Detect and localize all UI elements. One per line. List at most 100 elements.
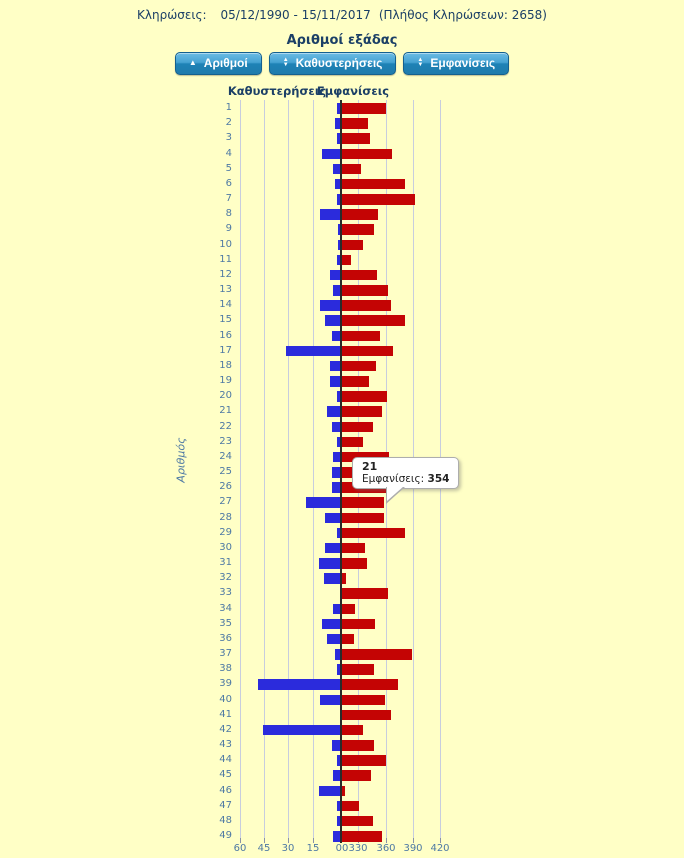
delay-bar[interactable] [322,148,340,159]
delay-bar[interactable] [330,376,340,387]
appearance-bar[interactable] [342,527,405,539]
delay-bar[interactable] [333,831,340,842]
appearance-bar[interactable] [342,800,360,812]
delay-bar[interactable] [320,694,340,706]
appearance-bar[interactable] [342,633,354,645]
appearance-bar[interactable] [342,815,373,827]
appearance-bar[interactable] [342,542,365,554]
delay-bar[interactable] [333,285,340,296]
sort-by-number-button[interactable]: ▲ Αριθμοί [174,52,262,75]
appearance-bar[interactable] [342,694,386,706]
delay-bar[interactable] [326,406,340,417]
delay-bar[interactable] [326,633,340,645]
appearance-bar[interactable] [342,649,413,660]
appearance-bar[interactable] [342,421,373,433]
appearance-bar[interactable] [342,209,378,220]
appearance-bar[interactable] [342,269,378,281]
tooltip: 21 Εμφανίσεις: 354 [352,457,460,504]
appearance-bar[interactable] [342,376,369,387]
appearance-bar[interactable] [342,300,391,311]
sort-by-appearances-button[interactable]: ▲ ▼ Εμφανίσεις [403,52,510,75]
delay-bar[interactable] [333,603,340,615]
delay-bar[interactable] [320,300,340,311]
draws-label: Κληρώσεις: [137,8,207,22]
appearance-bar[interactable] [342,770,371,781]
delay-bar[interactable] [331,482,340,493]
appearance-bar[interactable] [342,512,385,524]
delay-bar[interactable] [336,755,340,766]
delay-bar[interactable] [335,118,340,129]
appearance-bar[interactable] [342,573,346,584]
appearance-bar[interactable] [342,315,405,326]
delay-bar[interactable] [318,785,340,797]
appearance-bar[interactable] [342,497,385,508]
appearance-bar[interactable] [342,406,382,417]
appearance-bar[interactable] [342,118,369,129]
appearance-bar[interactable] [342,103,387,114]
appearance-bar[interactable] [342,360,377,372]
delay-bar[interactable] [325,542,340,554]
delay-bar[interactable] [333,770,340,781]
delay-bar[interactable] [263,724,340,736]
appearance-bar[interactable] [342,603,355,615]
appearance-bar[interactable] [342,285,388,296]
delay-bar[interactable] [336,800,340,812]
appearance-bar[interactable] [342,436,363,448]
appearance-bar[interactable] [342,330,380,342]
delay-bar[interactable] [325,512,340,524]
delay-bar[interactable] [336,664,340,675]
appearance-bar[interactable] [342,831,382,842]
appearance-bar[interactable] [342,618,376,630]
delay-bar[interactable] [333,163,340,175]
appearance-bar[interactable] [342,709,391,721]
delay-bar[interactable] [258,679,340,690]
delay-bar[interactable] [331,330,340,342]
delay-bar[interactable] [323,573,340,584]
delay-bar[interactable] [331,467,340,478]
delay-bar[interactable] [336,436,340,448]
appearance-bar[interactable] [342,558,368,569]
appearance-bar[interactable] [342,679,398,690]
appearance-bar[interactable] [342,755,387,766]
delay-bar[interactable] [330,269,340,281]
appearance-bar[interactable] [342,178,405,190]
appearance-bar[interactable] [342,391,387,402]
delay-bar[interactable] [331,421,340,433]
delay-bar[interactable] [336,815,340,827]
delay-bar[interactable] [286,345,340,357]
delay-bar[interactable] [336,527,340,539]
appearance-bar[interactable] [342,588,388,599]
appearance-bar[interactable] [342,148,392,159]
appearance-bar[interactable] [342,740,374,751]
delay-bar[interactable] [336,103,340,114]
delay-bar[interactable] [338,239,340,251]
appearance-bar[interactable] [342,224,374,235]
delay-bar[interactable] [305,497,340,508]
delay-bar[interactable] [322,618,340,630]
delay-bar[interactable] [336,133,340,144]
appearance-bar[interactable] [342,239,363,251]
delay-bar[interactable] [336,391,340,402]
appearance-bar[interactable] [342,664,375,675]
x-axis-tick-label: 420 [430,843,450,854]
delay-bar[interactable] [331,740,340,751]
sort-by-delays-button[interactable]: ▲ ▼ Καθυστερήσεις [268,52,397,75]
delay-bar[interactable] [338,224,340,235]
delay-bar[interactable] [335,649,340,660]
delay-bar[interactable] [335,178,340,190]
appearance-bar[interactable] [342,724,363,736]
appearance-bar[interactable] [342,194,415,205]
appearance-bar[interactable] [342,785,345,797]
row-number-label: 8 [225,208,232,220]
delay-bar[interactable] [336,254,340,266]
appearance-bar[interactable] [342,254,351,266]
delay-bar[interactable] [320,209,340,220]
delay-bar[interactable] [330,360,340,372]
delay-bar[interactable] [336,194,340,205]
delay-bar[interactable] [318,558,340,569]
delay-bar[interactable] [333,451,340,463]
delay-bar[interactable] [325,315,340,326]
appearance-bar[interactable] [342,133,370,144]
appearance-bar[interactable] [342,163,361,175]
appearance-bar[interactable] [342,345,394,357]
